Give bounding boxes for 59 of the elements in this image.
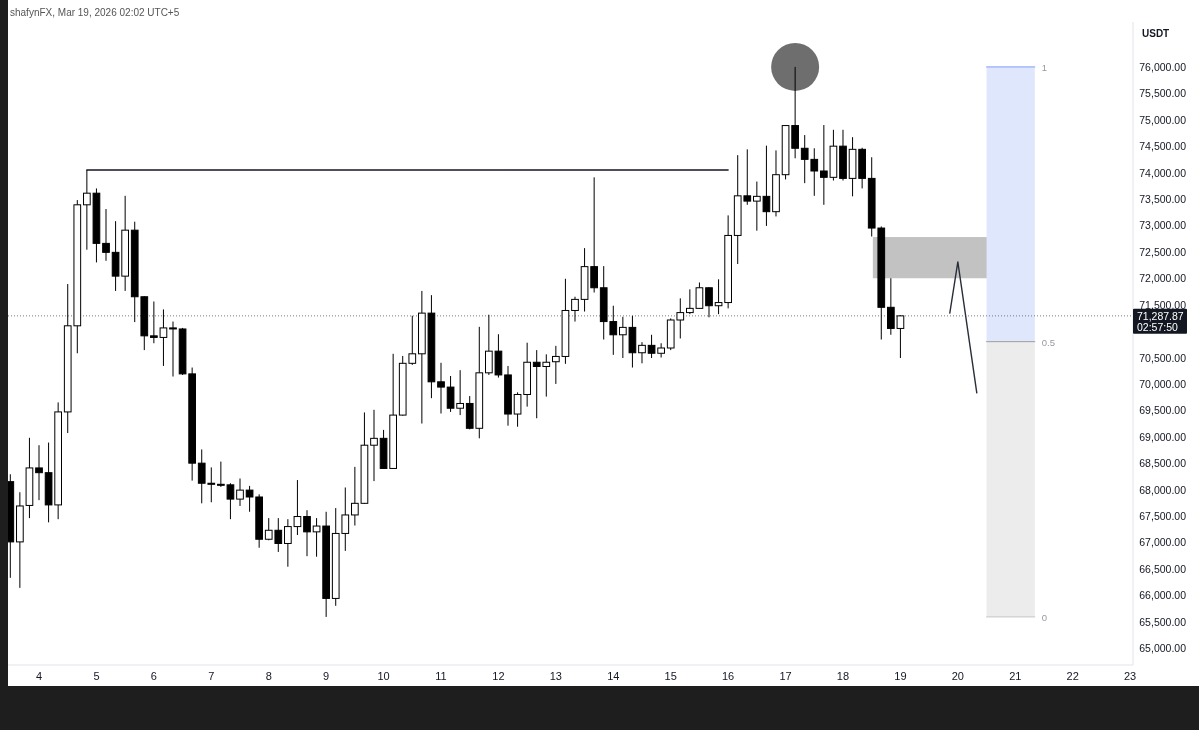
y-tick-label: 72,500.00 <box>1139 245 1187 258</box>
y-tick-label: 70,000.00 <box>1139 377 1187 390</box>
y-tick-label: 68,500.00 <box>1139 457 1187 470</box>
y-tick-label: 74,000.00 <box>1139 166 1187 179</box>
ref-line-label: 71,287.87 <box>1137 309 1184 322</box>
x-tick-label: 8 <box>265 670 272 682</box>
candlestick <box>303 509 311 557</box>
text: shafynFX, Mar 19, 2026 02:02 UTC+5 <box>10 6 180 18</box>
y-tick-label: 67,500.00 <box>1139 510 1187 523</box>
y-tick-label: 69,500.00 <box>1139 404 1187 417</box>
candlestick <box>102 208 110 262</box>
y-tick-label: 65,500.00 <box>1139 615 1187 628</box>
x-tick-label: 21 <box>1009 670 1022 682</box>
y-tick-label: 65,000.00 <box>1139 642 1187 655</box>
x-tick-label: 23 <box>1124 670 1137 682</box>
x-tick-label: 17 <box>779 670 792 682</box>
x-tick-label: 10 <box>377 670 390 682</box>
y-tick-label: 75,500.00 <box>1139 87 1187 100</box>
y-axis-title: USDT <box>1142 27 1170 39</box>
series-label: 1 <box>1041 61 1048 73</box>
candlestick <box>638 341 646 364</box>
text: 02:57:50 <box>1137 320 1179 333</box>
y-tick-label: 76,000.00 <box>1139 60 1187 73</box>
x-tick-label: 12 <box>492 670 505 682</box>
x-tick-label: 7 <box>208 670 215 682</box>
x-tick-label: 14 <box>607 670 620 682</box>
x-tick-label: 5 <box>93 670 100 682</box>
series-label: 0 <box>1041 611 1048 623</box>
y-tick-label: 73,500.00 <box>1139 193 1187 205</box>
x-tick-label: 4 <box>35 670 43 682</box>
candlestick <box>437 362 445 415</box>
y-tick-label: 73,000.00 <box>1139 219 1187 232</box>
y-tick-label: 68,000.00 <box>1139 483 1187 496</box>
x-tick-label: 16 <box>722 670 735 682</box>
y-tick-label: 69,000.00 <box>1139 430 1187 443</box>
x-tick-label: 22 <box>1066 670 1079 682</box>
y-tick-label: 67,000.00 <box>1139 536 1187 549</box>
y-tick-label: 74,500.00 <box>1139 140 1187 153</box>
x-tick-label: 11 <box>435 670 447 682</box>
x-tick-label: 19 <box>894 670 907 682</box>
candlestick <box>705 286 713 318</box>
x-tick-label: 13 <box>549 670 562 682</box>
y-tick-label: 72,000.00 <box>1139 272 1187 285</box>
y-tick-label: 75,000.00 <box>1139 113 1187 126</box>
candlestick <box>169 321 177 378</box>
series-label: 0.5 <box>1041 336 1056 348</box>
candlestick <box>35 444 43 501</box>
x-tick-label: 20 <box>951 670 964 682</box>
candlestick <box>571 296 579 323</box>
candlestick <box>236 477 244 507</box>
y-tick-label: 66,000.00 <box>1139 589 1187 602</box>
candlestick <box>370 409 378 482</box>
x-tick-label: 18 <box>836 670 850 682</box>
x-tick-label: 6 <box>150 670 157 682</box>
x-tick-label: 9 <box>323 670 330 682</box>
y-tick-label: 70,500.00 <box>1139 351 1187 364</box>
y-tick-label: 71,500.00 <box>1139 298 1187 311</box>
x-tick-label: 15 <box>664 670 677 682</box>
y-tick-label: 66,500.00 <box>1139 562 1187 575</box>
